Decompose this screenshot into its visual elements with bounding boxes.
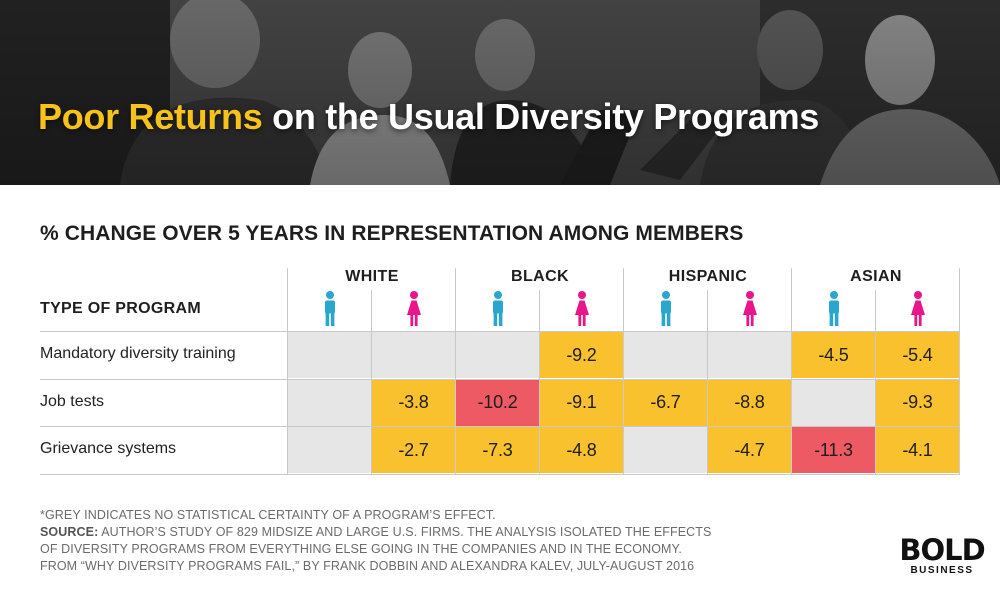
table-cell: -9.3 [876, 379, 959, 426]
female-white-icon [406, 291, 422, 327]
grid-vline [791, 268, 792, 475]
meeting-photo [0, 0, 1000, 185]
female-hispanic-icon [742, 291, 758, 327]
grid-hline [40, 426, 960, 427]
grid-hline [40, 473, 960, 475]
footnote: *GREY INDICATES NO STATISTICAL CERTAINTY… [40, 507, 711, 575]
footnote-source-line: SOURCE: AUTHOR’S STUDY OF 829 MIDSIZE AN… [40, 524, 711, 541]
male-hispanic-icon [658, 291, 674, 327]
table-cell: -4.7 [708, 427, 791, 473]
table-cell [288, 332, 371, 378]
footnote-grey-note: *GREY INDICATES NO STATISTICAL CERTAINTY… [40, 508, 496, 522]
logo-sub: BUSINESS [910, 565, 974, 576]
grid-vline [455, 268, 456, 475]
row-label: Grievance systems [40, 440, 177, 457]
table-cell: -9.1 [540, 379, 623, 426]
table-cell: -5.4 [876, 332, 959, 378]
grid-vline [707, 290, 708, 475]
male-asian-icon [826, 291, 842, 327]
chart-title: % CHANGE OVER 5 YEARS IN REPRESENTATION … [40, 222, 744, 245]
grid-hline [40, 378, 960, 380]
title-rest: on the Usual Diversity Programs [272, 96, 820, 137]
table-cell [624, 427, 707, 473]
table-cell [372, 332, 455, 378]
table-cell: -2.7 [372, 427, 455, 473]
table-cell: -3.8 [372, 379, 455, 426]
table-cell [708, 332, 791, 378]
table-cell [792, 379, 875, 426]
grid-vline [539, 290, 540, 475]
table-cell: -9.2 [540, 332, 623, 378]
table-cell [456, 332, 539, 378]
grid-vline [287, 268, 288, 475]
grid-hline [40, 331, 960, 332]
grid-vline [371, 290, 372, 475]
bold-business-logo: BOLD BUSINESS [896, 535, 988, 576]
group-label-black: BLACK [511, 268, 569, 285]
row-label: Job tests [40, 392, 105, 410]
table-cell: -4.8 [540, 427, 623, 473]
page-title: Poor Returns on the Usual Diversity Prog… [38, 96, 819, 138]
header-banner: Poor Returns on the Usual Diversity Prog… [0, 0, 1000, 185]
row-label: Mandatory diversity training [40, 345, 236, 362]
table-cell [288, 427, 371, 473]
source-text: AUTHOR’S STUDY OF 829 MIDSIZE AND LARGE … [101, 525, 712, 539]
footnote-line-4: FROM “WHY DIVERSITY PROGRAMS FAIL,” BY F… [40, 559, 695, 573]
grid-vline [959, 268, 960, 475]
title-highlight: Poor Returns [38, 96, 263, 137]
table-cell [624, 332, 707, 378]
table-cell: -4.1 [876, 427, 959, 473]
source-label: SOURCE: [40, 525, 99, 539]
male-black-icon [490, 291, 506, 327]
female-black-icon [574, 291, 590, 327]
table-cell: -6.7 [624, 379, 707, 426]
table-cell: -8.8 [708, 379, 791, 426]
table-cell [288, 379, 371, 426]
logo-main: BOLD [899, 533, 985, 567]
table-cell: -4.5 [792, 332, 875, 378]
grid-vline [623, 268, 624, 475]
female-asian-icon [910, 291, 926, 327]
group-label-asian: ASIAN [850, 268, 902, 285]
group-label-white: WHITE [345, 268, 399, 285]
male-white-icon [322, 291, 338, 327]
table-cell: -11.3 [792, 427, 875, 473]
grid-vline [875, 290, 876, 475]
group-label-hispanic: HISPANIC [668, 268, 748, 285]
table-cell: -7.3 [456, 427, 539, 473]
row-header: TYPE OF PROGRAM [40, 300, 201, 317]
table-cell: -10.2 [456, 379, 539, 426]
footnote-line-3: OF DIVERSITY PROGRAMS FROM EVERYTHING EL… [40, 542, 682, 556]
